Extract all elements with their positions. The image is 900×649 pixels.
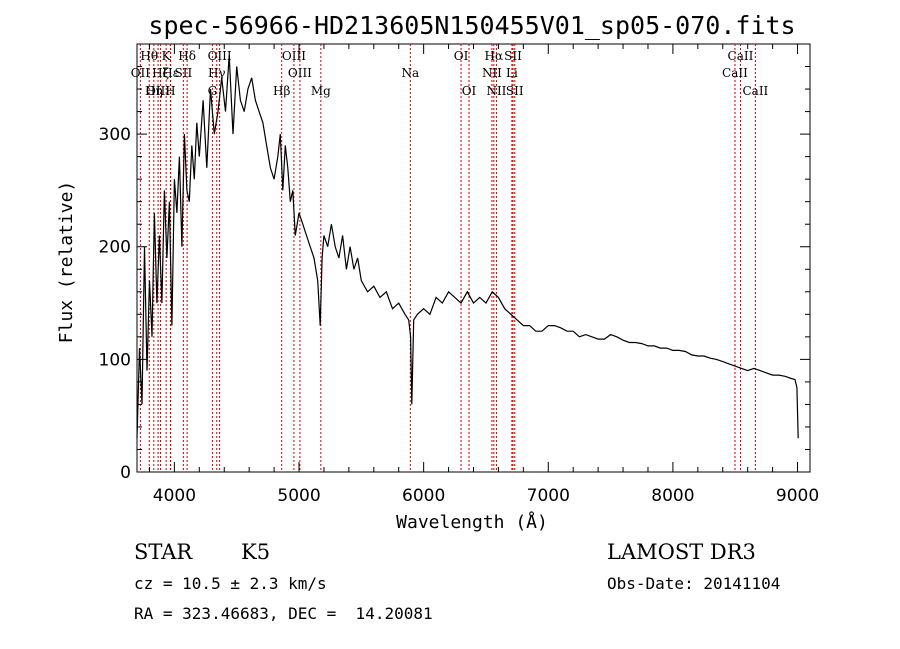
spectral-line-label: NII [482, 66, 502, 80]
spectral-line-label: SII [506, 84, 524, 98]
spectral-line-label: SII [175, 66, 193, 80]
x-tick-label: 7000 [527, 486, 570, 506]
spectral-line-label: SII [504, 49, 522, 63]
spectral-line-label: OI [454, 49, 469, 63]
spectral-line-label: Hη [145, 84, 163, 98]
x-axis-ticks: 4000 5000 6000 7000 8000 9000 [148, 44, 819, 506]
y-tick-label: 300 [99, 125, 131, 145]
x-tick-label: 4000 [153, 486, 196, 506]
spectral-line-label: G [208, 84, 218, 98]
x-tick-label: 8000 [651, 486, 694, 506]
spectral-line-label: OIII [288, 66, 312, 80]
object-class: STAR [134, 540, 193, 564]
spectral-line-label: CaII [722, 66, 748, 80]
spectral-line-label: K [162, 49, 172, 63]
spectral-line-label: OIII [208, 49, 232, 63]
spectral-line-label: OIII [146, 84, 170, 98]
x-tick-label: 6000 [402, 486, 445, 506]
y-tick-label: 0 [120, 463, 131, 483]
spectral-line-label: Mg [311, 84, 331, 98]
spectral-line-label: Hζ [152, 66, 169, 80]
x-axis-label: Wavelength (Å) [396, 511, 548, 533]
spectrum-line [136, 55, 799, 439]
spectral-line-label: OI [462, 84, 477, 98]
chart-title: spec-56966-HD213605N150455V01_sp05-070.f… [148, 11, 795, 40]
spectral-line-label: Li [506, 66, 518, 80]
spectral-line-label: H [165, 84, 175, 98]
spectral-line-label: Hδ [178, 49, 196, 63]
ra-dec-text: RA = 323.46683, DEC = 14.20081 [134, 604, 433, 623]
spectral-line-label: Hβ [273, 84, 290, 98]
y-tick-label: 100 [99, 350, 131, 370]
redshift-text: cz = 10.5 ± 2.3 km/s [134, 574, 327, 593]
x-tick-label: 5000 [277, 486, 320, 506]
spectral-line-label: Hε [162, 66, 179, 80]
spectral-line-label: OII [131, 66, 151, 80]
spectral-line-label: Hθ [140, 49, 158, 63]
obs-date-text: Obs-Date: 20141104 [607, 574, 781, 593]
spectral-line-label: CaII [728, 49, 754, 63]
y-tick-label: 200 [99, 238, 131, 258]
spectral-line-label: NII [486, 84, 506, 98]
spectral-line-label: Hα [485, 49, 504, 63]
x-tick-label: 9000 [776, 486, 819, 506]
object-subclass: K5 [241, 540, 271, 564]
spectral-line-label: Hγ [208, 66, 226, 80]
plot-frame [136, 43, 811, 473]
spectral-line-label: CaII [742, 84, 768, 98]
spectral-line-label: OIII [282, 49, 306, 63]
spectral-line-markers [139, 44, 756, 472]
survey-name: LAMOST DR3 [607, 540, 756, 564]
spectral-line-label: Na [401, 66, 419, 80]
y-axis-label: Flux (relative) [56, 181, 77, 344]
